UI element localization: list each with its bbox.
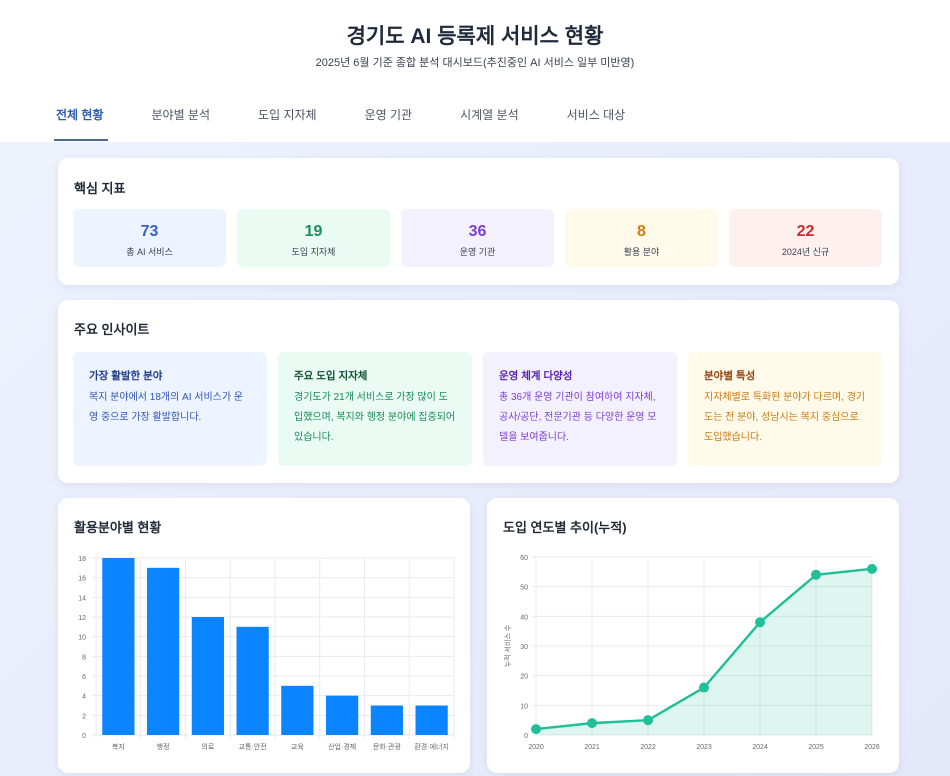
y-tick-label: 4 xyxy=(82,694,86,701)
kpi-value: 19 xyxy=(304,223,323,240)
kpi-tile: 36 운영 기관 xyxy=(401,209,554,267)
kpi-value: 73 xyxy=(140,223,159,240)
kpi-value: 22 xyxy=(796,223,815,240)
x-tick-label: 행정 xyxy=(157,742,170,751)
x-tick-label: 의료 xyxy=(201,742,214,751)
field-bar-chart-card: 활용분야별 현황 0 2 4 6 8 10 12 14 16 18 복지 행정 의료 교통·안전 교육 산업·… xyxy=(58,498,470,773)
tab-operators[interactable]: 운영 기관 xyxy=(364,108,413,122)
field-bar-chart: 0 2 4 6 8 10 12 14 16 18 복지 행정 의료 교통·안전 교육 산업·경제 문화·관광 환경… xyxy=(78,556,455,751)
x-tick-label: 2026 xyxy=(864,744,880,751)
bar[interactable] xyxy=(415,705,448,736)
x-tick-label: 문화·관광 xyxy=(373,742,402,751)
kpi-value: 36 xyxy=(468,223,487,240)
line-chart-title: 도입 연도별 추이(누적) xyxy=(503,520,627,535)
x-tick-label: 산업·경제 xyxy=(328,742,356,751)
insights-title: 주요 인사이트 xyxy=(74,322,150,337)
y-tick-label: 2 xyxy=(82,713,86,720)
data-point[interactable] xyxy=(531,724,541,735)
x-tick-label: 교육 xyxy=(291,743,304,751)
insight-heading: 운영 체계 다양성 xyxy=(499,370,573,382)
x-tick-label: 2021 xyxy=(584,744,600,751)
y-axis-label: 누적 서비스 수 xyxy=(503,624,512,667)
y-tick-label: 6 xyxy=(82,674,86,681)
y-tick-label: 40 xyxy=(520,614,528,621)
insight-heading: 주요 도입 지자체 xyxy=(294,370,368,382)
y-tick-label: 10 xyxy=(78,635,86,642)
y-tick-label: 8 xyxy=(82,654,86,661)
bar[interactable] xyxy=(281,685,314,735)
kpi-card: 핵심 지표 73 총 AI 서비스 19 도입 지자체 36 운영 기관 8 활용 분야 22 2… xyxy=(58,158,899,285)
insight-text: 경기도가 21개 서비스로 가장 많이 도입했으며, 복지와 행정 분야에 집중… xyxy=(294,392,456,443)
data-point[interactable] xyxy=(867,563,877,574)
y-tick-label: 14 xyxy=(78,595,86,602)
kpi-value: 8 xyxy=(637,223,646,240)
bar[interactable] xyxy=(147,567,180,735)
bar-chart-title: 활용분야별 현황 xyxy=(74,520,162,535)
bar[interactable] xyxy=(102,558,135,735)
yearly-trend-chart-card: 도입 연도별 추이(누적) 0 10 20 30 40 50 60 2020 2021 2022 2… xyxy=(487,498,899,773)
data-point[interactable] xyxy=(811,569,821,580)
area-fill xyxy=(536,568,872,735)
data-point[interactable] xyxy=(699,682,709,693)
kpi-tile: 22 2024년 신규 xyxy=(729,209,882,267)
bar[interactable] xyxy=(326,695,359,735)
y-tick-label: 0 xyxy=(524,733,528,740)
insight-heading: 분야별 특성 xyxy=(704,370,756,382)
kpi-label: 활용 분야 xyxy=(623,247,660,257)
x-tick-label: 복지 xyxy=(112,742,125,751)
insight-heading: 가장 활발한 분야 xyxy=(89,370,163,382)
y-tick-label: 18 xyxy=(78,556,86,563)
page-subtitle: 2025년 6월 기준 종합 분석 대시보드(추진중인 AI 서비스 일부 미반… xyxy=(315,57,635,69)
x-tick-label: 환경·에너지 xyxy=(414,742,449,751)
insight-text: 복지 분야에서 18개의 AI 서비스가 운영 중으로 가장 활발합니다. xyxy=(89,392,244,423)
x-tick-label: 2025 xyxy=(808,744,824,751)
bar[interactable] xyxy=(191,617,224,735)
y-tick-label: 30 xyxy=(520,644,528,651)
kpi-tile: 73 총 AI 서비스 xyxy=(73,209,226,267)
kpi-title: 핵심 지표 xyxy=(74,181,126,196)
data-point[interactable] xyxy=(755,617,765,628)
bar[interactable] xyxy=(370,705,403,736)
page-header: 경기도 AI 등록제 서비스 현황 2025년 6월 기준 종합 분석 대시보드… xyxy=(0,0,950,142)
kpi-tile: 19 도입 지자체 xyxy=(237,209,390,267)
insight-text: 지자체별로 특화된 분야가 다르며, 경기도는 전 분야, 성남시는 복지 중심… xyxy=(704,392,866,443)
yearly-trend-chart: 0 10 20 30 40 50 60 2020 2021 2022 2023 2024 2025 202… xyxy=(503,555,880,751)
y-tick-label: 0 xyxy=(82,733,86,740)
kpi-tile: 8 활용 분야 xyxy=(565,209,718,267)
y-tick-label: 10 xyxy=(520,703,528,710)
data-point[interactable] xyxy=(587,718,597,729)
kpi-label: 총 AI 서비스 xyxy=(126,247,173,257)
kpi-label: 도입 지자체 xyxy=(291,247,336,257)
tab-bar: 전체 현황 분야별 분석 도입 지자체 운영 기관 시계열 분석 서비스 대상 xyxy=(54,106,673,142)
insight-text: 총 36개 운영 기관이 참여하여 지자체, 공사/공단, 전문기관 등 다양한… xyxy=(499,392,657,443)
tab-service-target[interactable]: 서비스 대상 xyxy=(566,108,626,122)
bar[interactable] xyxy=(236,626,269,735)
x-tick-label: 2024 xyxy=(752,744,768,751)
y-tick-label: 12 xyxy=(78,615,86,622)
y-tick-label: 60 xyxy=(520,555,528,562)
y-tick-label: 20 xyxy=(520,674,528,681)
data-point[interactable] xyxy=(643,715,653,726)
x-tick-label: 교통·안전 xyxy=(239,742,267,751)
tab-timeseries[interactable]: 시계열 분석 xyxy=(460,108,519,122)
x-tick-label: 2020 xyxy=(528,744,544,751)
kpi-row: 73 총 AI 서비스 19 도입 지자체 36 운영 기관 8 활용 분야 22 2024년 신… xyxy=(73,209,882,267)
page-title: 경기도 AI 등록제 서비스 현황 xyxy=(346,25,604,48)
x-tick-label: 2023 xyxy=(696,744,712,751)
x-tick-label: 2022 xyxy=(640,744,656,751)
tab-overview[interactable]: 전체 현황 xyxy=(54,106,107,142)
tab-field-analysis[interactable]: 분야별 분석 xyxy=(151,108,211,122)
y-tick-label: 16 xyxy=(78,576,86,583)
tab-municipalities[interactable]: 도입 지자체 xyxy=(258,108,317,122)
kpi-label: 운영 기관 xyxy=(459,247,496,257)
y-tick-label: 50 xyxy=(520,585,528,592)
kpi-label: 2024년 신규 xyxy=(781,247,830,257)
